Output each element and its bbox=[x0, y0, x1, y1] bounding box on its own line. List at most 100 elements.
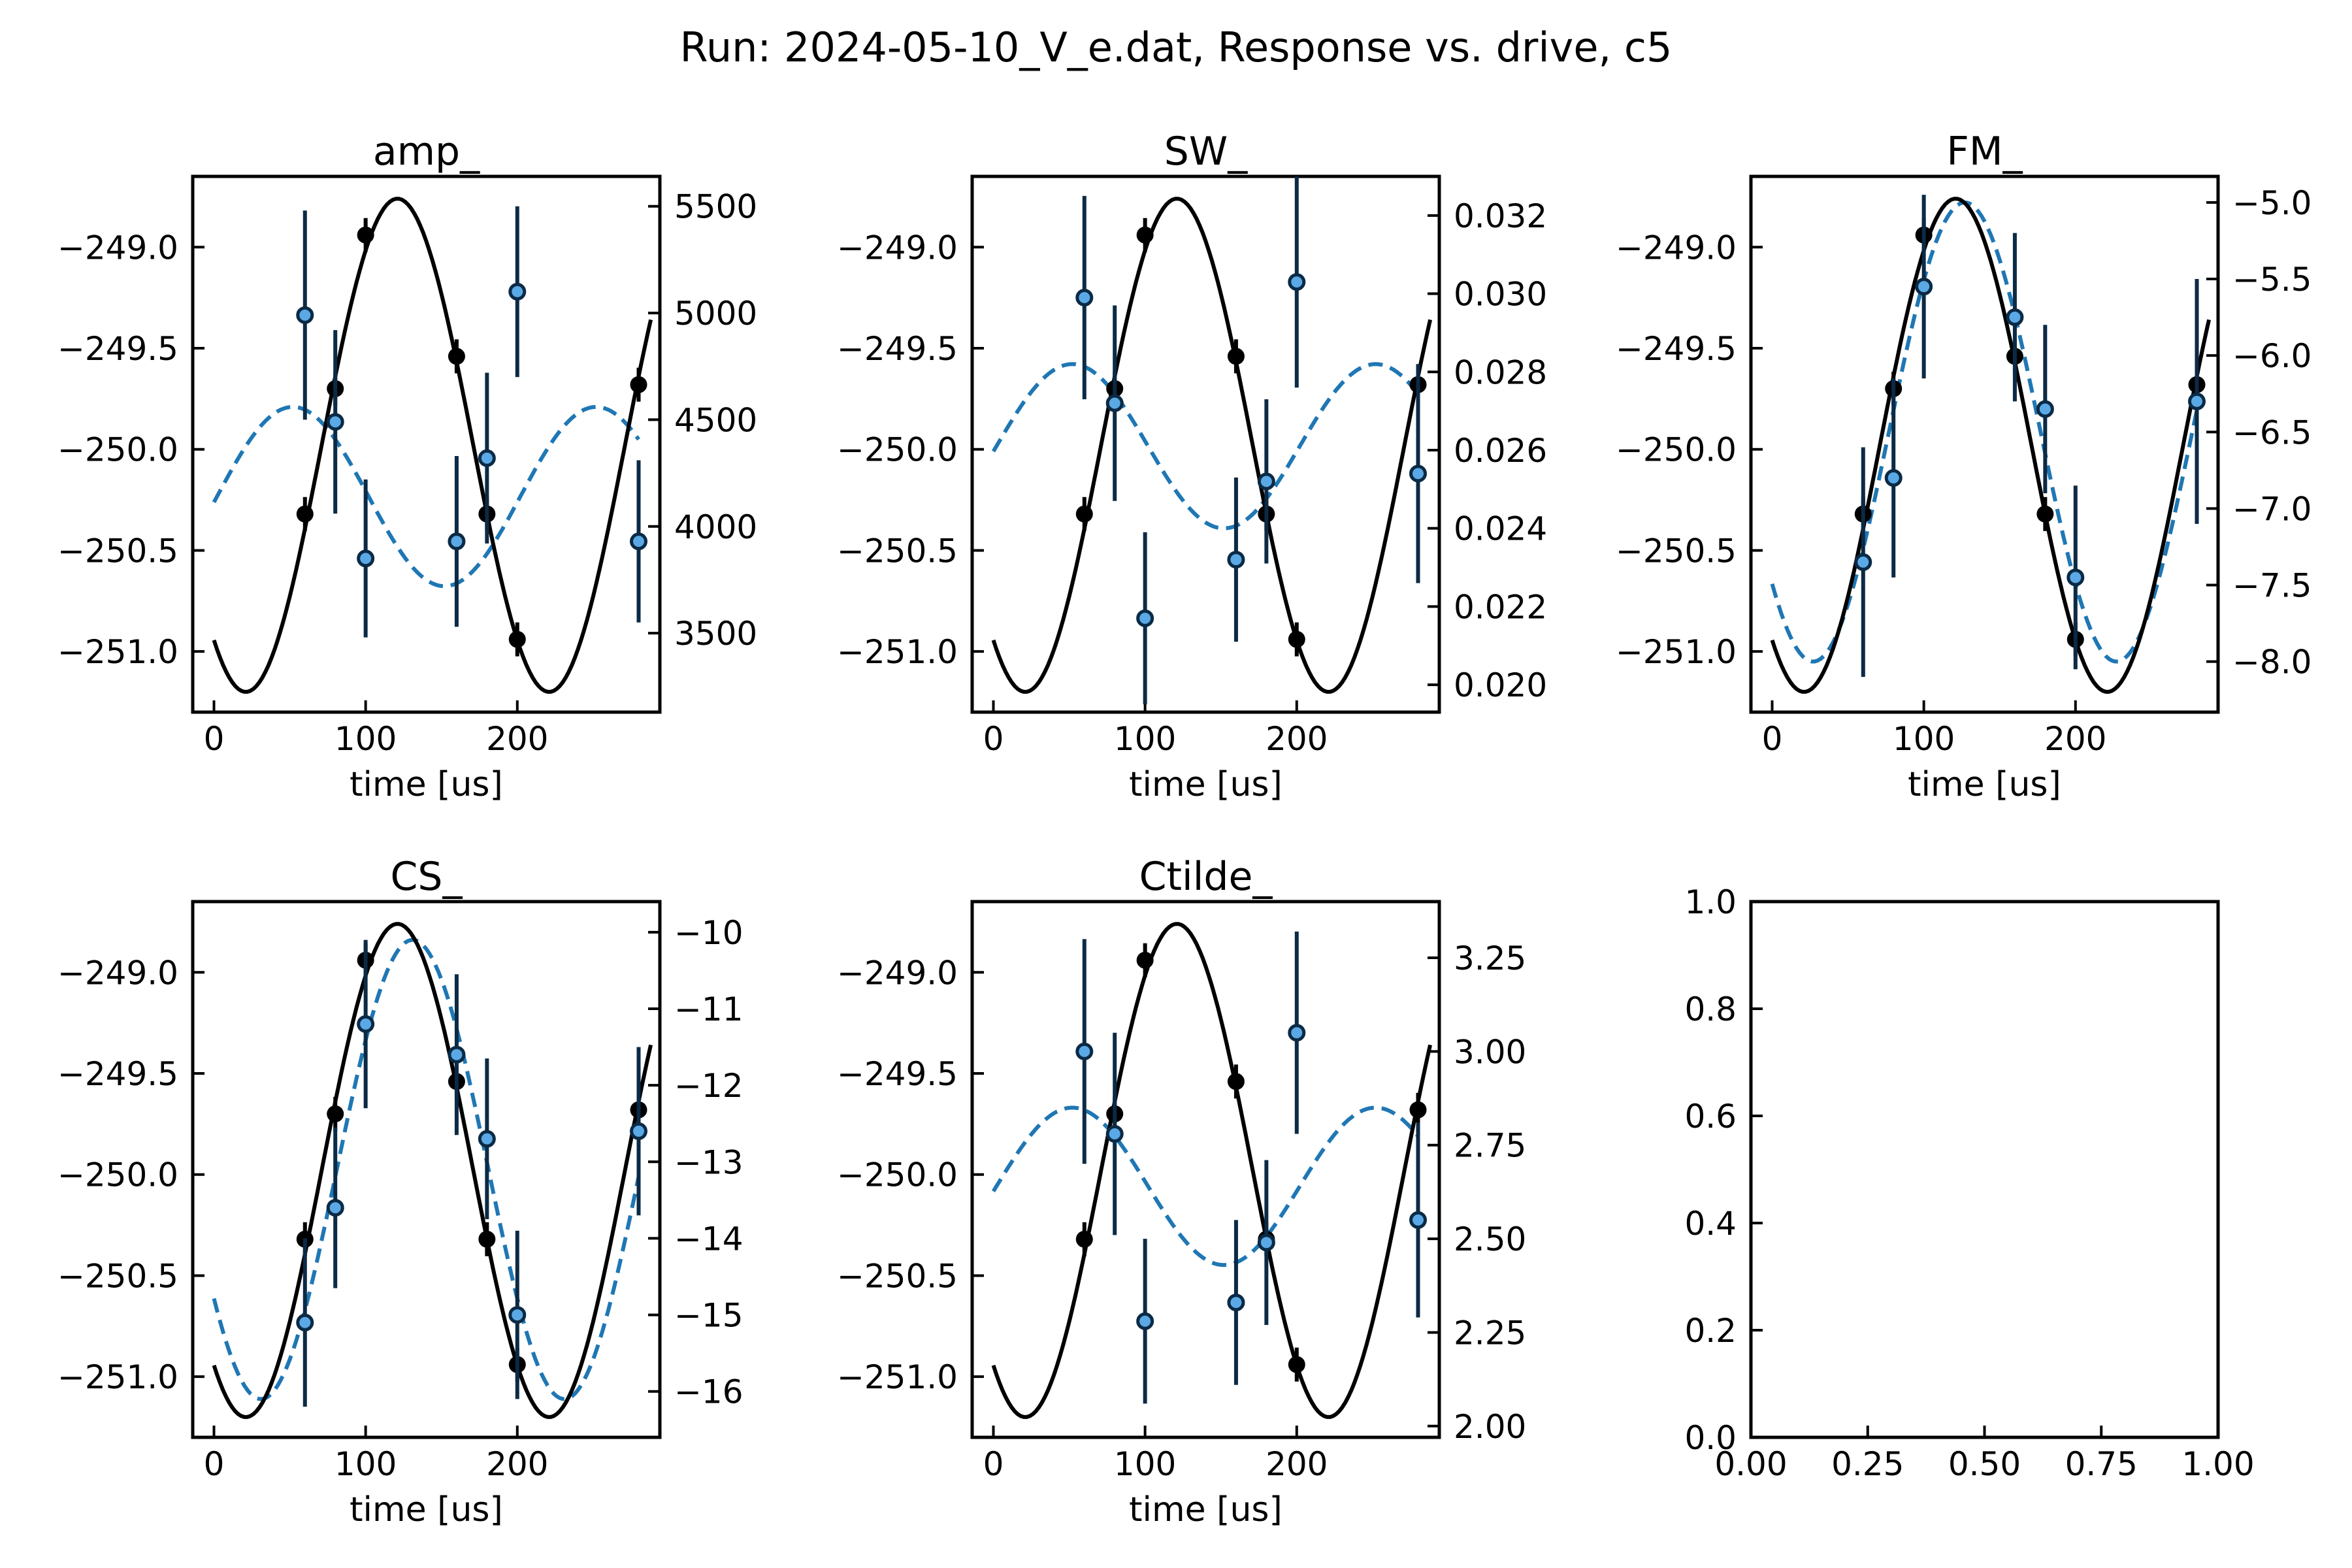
measured-fit-line bbox=[212, 922, 653, 1419]
x-tick-label: 1.00 bbox=[2181, 1445, 2254, 1483]
left-tick-label: −249.0 bbox=[57, 954, 178, 992]
x-tick-label: 100 bbox=[1114, 1445, 1176, 1483]
response-point bbox=[1288, 273, 1306, 291]
left-tick-label: −249.5 bbox=[57, 330, 178, 368]
left-tick-label: −250.0 bbox=[57, 1156, 178, 1194]
left-tick-label: −250.0 bbox=[57, 431, 178, 469]
left-tick-label: −250.0 bbox=[837, 431, 958, 469]
right-tick-label: 3.00 bbox=[1454, 1033, 1526, 1071]
x-tick-label: 200 bbox=[486, 1445, 548, 1483]
subplot-4: CS_ 0 100 200 time [us] −249.0 −249.5 −250.0 −25… bbox=[57, 854, 743, 1529]
axes-frame bbox=[191, 174, 662, 714]
measured-point bbox=[1136, 226, 1154, 244]
measured-fit-line bbox=[1770, 197, 2212, 694]
right-tick-label: −5.0 bbox=[2232, 184, 2311, 222]
left-tick-label: −251.0 bbox=[1616, 633, 1737, 671]
x-tick-label: 0.00 bbox=[1714, 1445, 1787, 1483]
right-tick-label: 0.032 bbox=[1454, 197, 1547, 235]
left-tick-label: −251.0 bbox=[837, 1358, 958, 1396]
response-point bbox=[1075, 289, 1094, 307]
right-tick-label: 2.50 bbox=[1454, 1220, 1526, 1258]
response-fit-line bbox=[212, 938, 641, 1401]
axes-frame bbox=[1749, 174, 2220, 714]
right-tick-label: 3500 bbox=[674, 615, 757, 653]
subplot-title: SW_ bbox=[1164, 129, 1248, 174]
right-tick-label: −11 bbox=[674, 990, 743, 1028]
measured-point bbox=[1227, 1073, 1245, 1090]
x-axis-label: time [us] bbox=[1129, 1490, 1282, 1529]
measured-point bbox=[1409, 1101, 1427, 1119]
subplot-title: CS_ bbox=[391, 854, 463, 900]
right-tick-label: 3.25 bbox=[1454, 939, 1526, 977]
subplot-title: FM_ bbox=[1946, 129, 2023, 174]
measured-fit-line bbox=[212, 197, 653, 694]
subplot-5: Ctilde_ 0 100 200 time [us] −249.0 −249.5 −250.… bbox=[837, 854, 1526, 1529]
subplot-title: amp_ bbox=[373, 129, 480, 174]
figure-title: Run: 2024-05-10_V_e.dat, Response vs. dr… bbox=[679, 24, 1673, 71]
right-tick-label: −6.5 bbox=[2232, 414, 2311, 451]
right-tick-label: 2.75 bbox=[1454, 1127, 1526, 1165]
left-tick-label: 0.8 bbox=[1684, 990, 1737, 1028]
measured-point bbox=[357, 226, 374, 244]
response-point bbox=[630, 532, 647, 551]
left-tick-label: 0.2 bbox=[1684, 1312, 1737, 1350]
response-point bbox=[1854, 553, 1872, 571]
x-tick-label: 0 bbox=[204, 1445, 225, 1483]
response-point bbox=[448, 1045, 466, 1064]
x-tick-label: 0 bbox=[1762, 720, 1783, 758]
x-tick-label: 100 bbox=[335, 1445, 397, 1483]
subplot-title: Ctilde_ bbox=[1139, 854, 1273, 900]
left-tick-label: −250.5 bbox=[837, 532, 958, 570]
measured-point bbox=[630, 376, 647, 393]
response-point bbox=[448, 532, 466, 551]
x-tick-label: 100 bbox=[335, 720, 397, 758]
response-fit-line bbox=[1770, 201, 2199, 664]
response-point bbox=[1105, 394, 1124, 412]
x-axis-label: time [us] bbox=[1129, 765, 1282, 804]
x-tick-label: 100 bbox=[1893, 720, 1955, 758]
response-fit-line bbox=[212, 404, 640, 589]
x-tick-label: 0 bbox=[983, 1445, 1004, 1483]
left-tick-label: −249.0 bbox=[1616, 229, 1737, 267]
right-tick-label: −10 bbox=[674, 914, 743, 952]
response-point bbox=[326, 413, 344, 431]
axes-frame bbox=[1749, 900, 2220, 1439]
right-tick-label: −12 bbox=[674, 1067, 743, 1105]
right-tick-label: 0.020 bbox=[1454, 666, 1547, 704]
right-tick-label: −7.5 bbox=[2232, 567, 2311, 605]
left-tick-label: −249.5 bbox=[57, 1055, 178, 1093]
measured-fit-line bbox=[991, 922, 1433, 1419]
x-tick-label: 200 bbox=[2044, 720, 2106, 758]
response-point bbox=[296, 1313, 314, 1331]
left-tick-label: −251.0 bbox=[57, 1358, 178, 1396]
right-tick-label: −7.0 bbox=[2232, 490, 2311, 528]
subplot-1: amp_ 0 100 200 time [us] −249.0 −249.5 −250.0 −2… bbox=[57, 129, 757, 804]
response-point bbox=[326, 1199, 344, 1217]
measured-point bbox=[296, 505, 314, 523]
measured-point bbox=[327, 1105, 344, 1122]
x-tick-label: 0.25 bbox=[1831, 1445, 1904, 1483]
axes-frame bbox=[970, 900, 1441, 1439]
x-tick-label: 0.50 bbox=[1948, 1445, 2021, 1483]
right-tick-label: 4000 bbox=[674, 508, 757, 546]
right-tick-label: 4500 bbox=[674, 401, 757, 439]
response-point bbox=[2066, 568, 2085, 587]
left-tick-label: −249.5 bbox=[837, 330, 958, 368]
left-tick-label: −249.5 bbox=[1616, 330, 1737, 368]
measured-point bbox=[1136, 951, 1154, 969]
left-tick-label: −250.5 bbox=[57, 1257, 178, 1295]
left-tick-label: −249.0 bbox=[57, 229, 178, 267]
response-point bbox=[296, 306, 314, 324]
right-tick-label: 5000 bbox=[674, 295, 757, 333]
left-tick-label: 1.0 bbox=[1684, 883, 1737, 921]
measured-point bbox=[508, 630, 526, 648]
left-tick-label: −250.5 bbox=[1616, 532, 1737, 570]
response-point bbox=[1227, 1294, 1245, 1312]
right-tick-label: 2.25 bbox=[1454, 1314, 1526, 1352]
x-tick-label: 100 bbox=[1114, 720, 1176, 758]
right-tick-label: −5.5 bbox=[2232, 261, 2311, 299]
response-point bbox=[1884, 469, 1903, 487]
response-point bbox=[1136, 609, 1154, 627]
subplot-2: SW_ 0 100 200 time [us] −249.0 −249.5 −250.0 −25… bbox=[837, 129, 1547, 804]
measured-point bbox=[1075, 505, 1093, 523]
